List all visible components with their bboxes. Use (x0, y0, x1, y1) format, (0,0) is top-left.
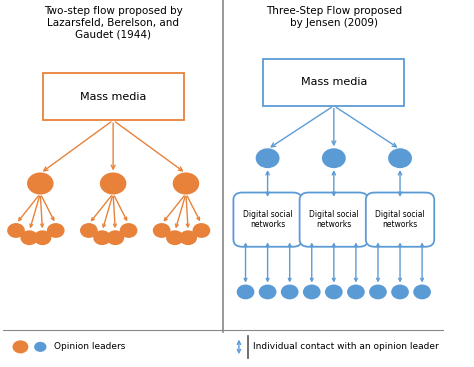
Circle shape (35, 231, 50, 244)
Circle shape (326, 286, 342, 298)
Circle shape (256, 149, 279, 167)
Circle shape (237, 286, 254, 298)
Text: Digital social
networks: Digital social networks (309, 210, 359, 229)
Circle shape (173, 173, 198, 194)
FancyBboxPatch shape (263, 59, 404, 106)
FancyBboxPatch shape (233, 193, 302, 247)
Text: Mass media: Mass media (80, 92, 146, 102)
Text: Two-step flow proposed by
Lazarsfeld, Berelson, and
Gaudet (1944): Two-step flow proposed by Lazarsfeld, Be… (44, 6, 182, 40)
FancyBboxPatch shape (366, 193, 434, 247)
Circle shape (304, 286, 319, 298)
Circle shape (348, 286, 364, 298)
Text: Digital social
networks: Digital social networks (243, 210, 292, 229)
Circle shape (28, 173, 53, 194)
Circle shape (282, 286, 298, 298)
Text: Digital social
networks: Digital social networks (375, 210, 425, 229)
Text: Mass media: Mass media (301, 77, 367, 87)
Circle shape (108, 231, 123, 244)
Circle shape (193, 224, 210, 237)
Circle shape (21, 231, 37, 244)
Circle shape (8, 224, 24, 237)
Circle shape (389, 149, 411, 167)
Text: Opinion leaders: Opinion leaders (54, 342, 125, 351)
Circle shape (34, 342, 46, 352)
FancyBboxPatch shape (43, 73, 184, 120)
Text: Three-Step Flow proposed
by Jensen (2009): Three-Step Flow proposed by Jensen (2009… (266, 6, 402, 28)
Circle shape (370, 286, 386, 298)
Circle shape (392, 286, 408, 298)
Circle shape (12, 340, 28, 353)
Circle shape (81, 224, 97, 237)
Circle shape (167, 231, 183, 244)
FancyBboxPatch shape (300, 193, 368, 247)
Circle shape (154, 224, 170, 237)
Circle shape (323, 149, 345, 167)
Circle shape (414, 286, 430, 298)
Circle shape (94, 231, 110, 244)
Circle shape (260, 286, 275, 298)
Circle shape (48, 224, 64, 237)
Text: Individual contact with an opinion leader: Individual contact with an opinion leade… (254, 342, 439, 351)
Circle shape (120, 224, 137, 237)
Circle shape (180, 231, 196, 244)
Circle shape (101, 173, 126, 194)
